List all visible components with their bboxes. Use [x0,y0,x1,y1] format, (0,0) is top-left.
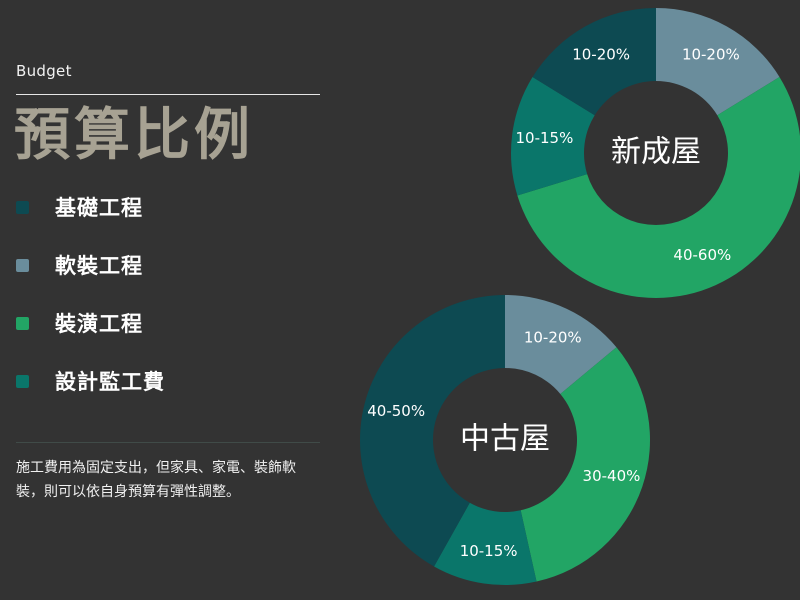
slice-label: 40-60% [673,246,731,264]
legend-swatch-renovation [16,316,29,330]
donut-slice [532,8,656,116]
budget-note: 施工費用為固定支出，但家具、家電、裝飾軟裝，則可以依自身預算有彈性調整。 [16,460,296,500]
donut-slice [517,76,800,298]
donut-slice [505,295,617,394]
subtitle: Budget [16,62,72,80]
legend-item-soft-furnishing: 軟裝工程 [16,248,143,282]
donut-slice [656,8,780,116]
legend-label-renovation: 裝潢工程 [55,312,143,336]
legend-item-foundation: 基礎工程 [16,190,143,224]
donut-chart-2: 10-20% 30-40% 10-15% 40-50% 中古屋 [360,295,650,585]
donut-chart-1: 10-20% 40-60% 10-15% 10-20% 新成屋 [511,8,800,298]
donut-slice [360,295,505,567]
legend-label-soft-furnishing: 軟裝工程 [55,254,143,278]
slice-label: 10-20% [572,45,630,63]
note-divider [16,442,320,443]
slice-label: 10-20% [524,329,582,347]
slice-label: 10-20% [682,45,740,63]
legend-label-foundation: 基礎工程 [55,196,143,220]
donut-center-label: 中古屋 [460,422,550,457]
legend-swatch-foundation [16,200,29,214]
slice-label: 10-15% [515,129,573,147]
slice-label: 40-50% [367,402,425,420]
donut-slice [520,347,650,582]
legend-swatch-design-fee [16,374,29,388]
slice-label: 10-15% [460,542,518,560]
legend-item-design-fee: 設計監工費 [16,364,165,398]
donut-slice [511,76,595,196]
legend-item-renovation: 裝潢工程 [16,306,143,340]
slice-label: 30-40% [583,467,641,485]
legend-swatch-soft-furnishing [16,258,29,272]
donut-slice [434,502,537,585]
page-title: 預算比例 [14,103,254,168]
legend-label-design-fee: 設計監工費 [55,370,165,394]
donut-center-label: 新成屋 [611,135,701,170]
title-divider [16,94,320,95]
